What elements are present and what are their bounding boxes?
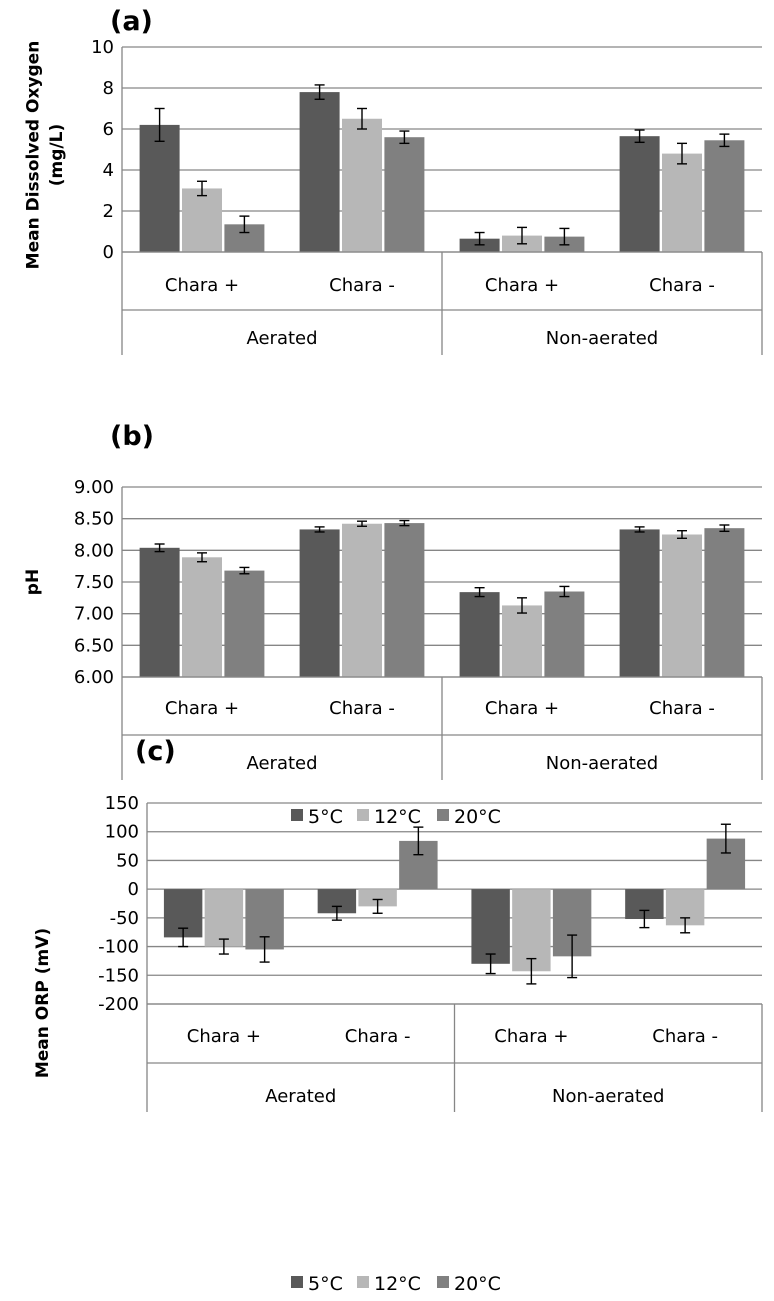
bar-12c — [512, 889, 551, 972]
bar-12c — [182, 557, 222, 677]
y-tick-label: -200 — [98, 994, 139, 1015]
y-axis-label: Mean ORP (mV) — [33, 928, 53, 1078]
bar-5c — [471, 889, 510, 964]
x-group-label: Aerated — [265, 1086, 336, 1107]
y-tick-label: 9.00 — [74, 477, 114, 498]
y-tick-label: -100 — [98, 937, 139, 958]
bar-5c — [139, 124, 180, 252]
legend-label: 20°C — [454, 806, 501, 828]
bar-12c — [662, 153, 702, 252]
x-category-label: Chara + — [494, 1026, 568, 1047]
y-tick-label: 100 — [105, 822, 139, 843]
bar-20c — [704, 528, 745, 677]
y-tick-label: 150 — [105, 793, 139, 814]
bar-5c — [299, 92, 340, 252]
y-tick-label: 6.00 — [74, 667, 114, 688]
y-tick-label: 4 — [103, 160, 114, 181]
x-category-label: Chara + — [485, 698, 559, 719]
bar-20c — [544, 591, 585, 677]
y-axis-label: Mean Dissolved Oxygen (mg/L) — [23, 41, 67, 270]
x-category-label: Chara - — [652, 1026, 718, 1047]
y-tick-label: 50 — [116, 850, 139, 871]
bar-12c — [204, 889, 244, 947]
bar-12c — [342, 523, 382, 677]
legend-swatch — [291, 809, 303, 821]
x-category-label: Chara - — [345, 1026, 411, 1047]
panel-label: (a) — [110, 6, 153, 37]
bar-5c — [459, 592, 500, 677]
bar-12c — [358, 889, 397, 907]
chart-panel-c: -200 -150 -100 -50 0 50 100 150 Chara + Chara - Ch… — [33, 736, 763, 1295]
bar-20c — [384, 137, 425, 252]
x-group-label: Non-aerated — [546, 753, 658, 774]
bar-12c — [182, 188, 222, 252]
x-category-label: Chara + — [165, 698, 239, 719]
legend-label: 12°C — [374, 1273, 421, 1295]
bar-5c — [299, 529, 340, 677]
legend-swatch — [437, 1276, 449, 1288]
y-tick-label: 7.00 — [74, 604, 114, 625]
legend-swatch — [357, 809, 369, 821]
legend-label: 5°C — [308, 806, 343, 828]
legend-swatch — [357, 1276, 369, 1288]
x-group-label: Non-aerated — [546, 328, 658, 349]
x-category-label: Chara + — [485, 275, 559, 296]
panel-label: (b) — [110, 421, 154, 452]
y-axis-label: pH — [23, 569, 43, 595]
y-tick-label: 8.00 — [74, 540, 114, 561]
x-category-label: Chara + — [165, 275, 239, 296]
bar-5c — [139, 547, 180, 677]
chart-panel-a: 0 2 4 6 8 10 Chara + Chara - Chara + Chara - Aerat… — [23, 6, 763, 355]
y-tick-label: 2 — [103, 201, 114, 222]
y-tick-label: 8.50 — [74, 509, 114, 530]
x-category-label: Chara + — [187, 1026, 261, 1047]
panel-label: (c) — [135, 736, 176, 767]
y-tick-label: -50 — [110, 908, 139, 929]
bar-12c — [662, 534, 702, 677]
y-tick-label: 0 — [128, 879, 139, 900]
y-tick-label: 6.50 — [74, 635, 114, 656]
y-tick-label: 0 — [103, 242, 114, 263]
legend: 5°C 12°C 20°C — [291, 1273, 501, 1295]
x-category-label: Chara - — [649, 275, 715, 296]
y-tick-label: -150 — [98, 965, 139, 986]
x-category-label: Chara - — [329, 275, 395, 296]
legend-swatch — [291, 1276, 303, 1288]
bar-5c — [619, 136, 660, 252]
bar-5c — [619, 529, 660, 677]
x-group-label: Non-aerated — [552, 1086, 664, 1107]
chart-panel-b: 6.00 6.50 7.00 7.50 8.00 8.50 9.00 Chara + Chara… — [23, 421, 763, 828]
x-category-label: Chara - — [329, 698, 395, 719]
x-category-label: Chara - — [649, 698, 715, 719]
bar-20c — [704, 140, 745, 252]
legend-swatch — [437, 809, 449, 821]
bar-20c — [384, 523, 425, 677]
bar-20c — [224, 570, 265, 677]
y-tick-label: 8 — [103, 78, 114, 99]
x-group-label: Aerated — [246, 328, 317, 349]
x-group-label: Aerated — [246, 753, 317, 774]
y-tick-label: 7.50 — [74, 572, 114, 593]
bar-12c — [342, 118, 382, 252]
legend-label: 5°C — [308, 1273, 343, 1295]
y-tick-label: 10 — [91, 37, 114, 58]
legend: 5°C 12°C 20°C — [291, 806, 501, 828]
bar-12c — [502, 605, 542, 677]
y-tick-label: 6 — [103, 119, 114, 140]
legend-label: 12°C — [374, 806, 421, 828]
legend-label: 20°C — [454, 1273, 501, 1295]
